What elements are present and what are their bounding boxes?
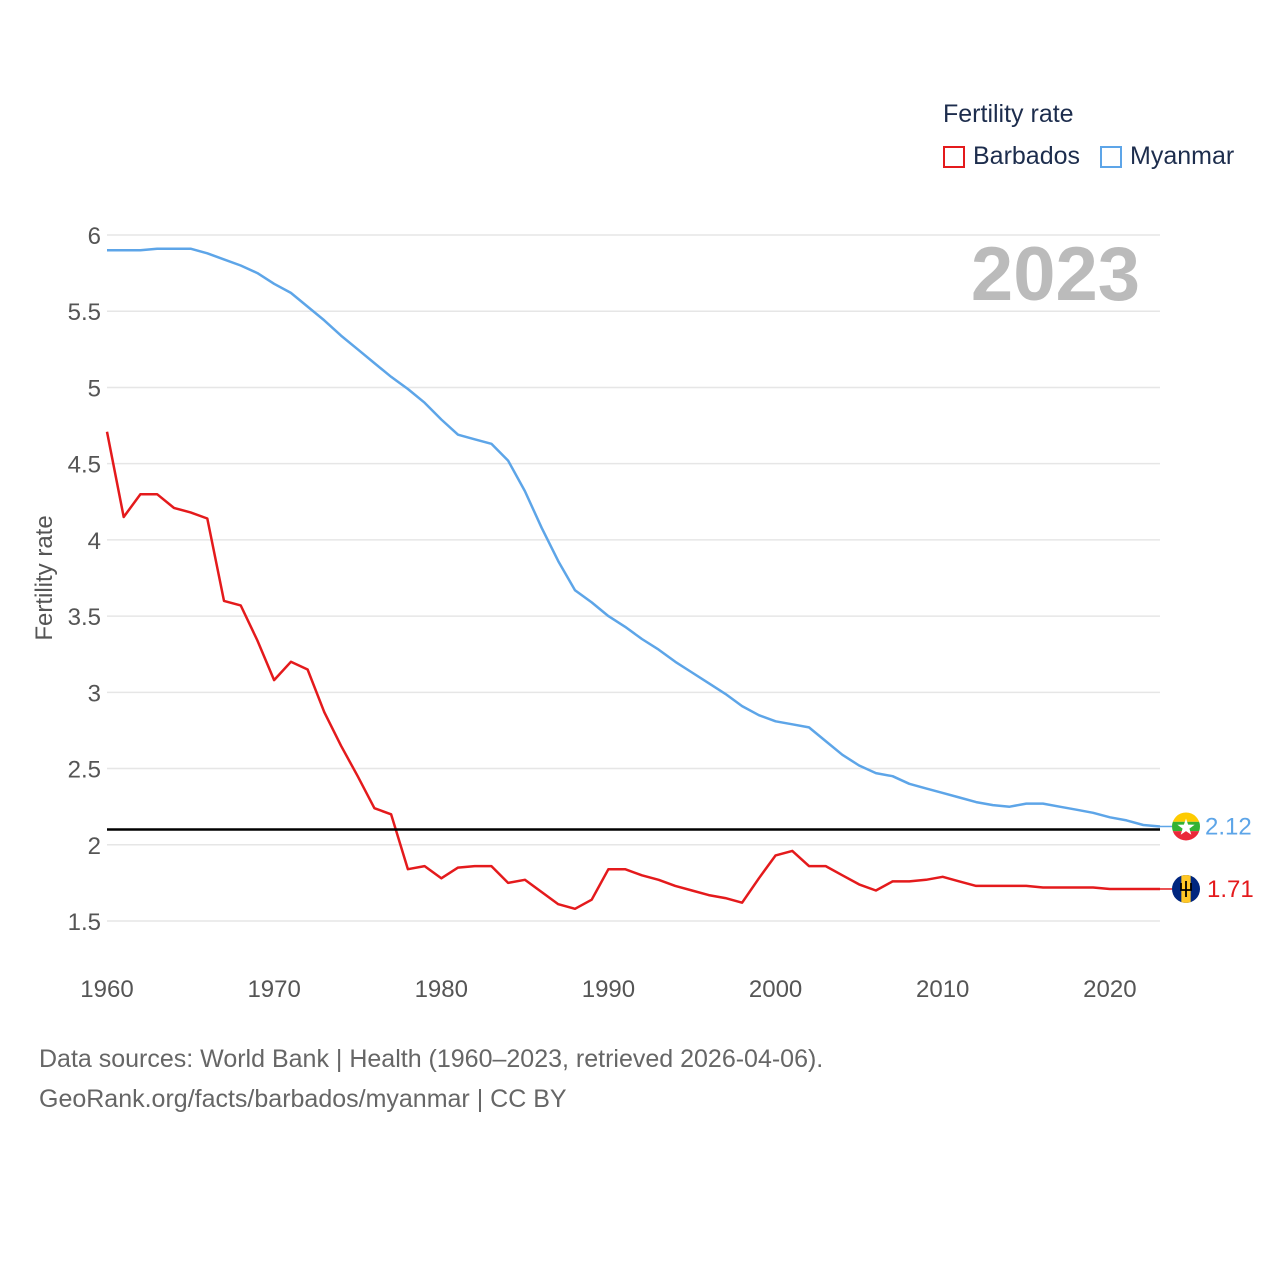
legend-item-barbados[interactable]: Barbados — [943, 142, 1080, 171]
y-tick-label: 3 — [88, 680, 101, 707]
x-tick-label: 1980 — [415, 976, 468, 1003]
y-tick-label: 5.5 — [68, 299, 101, 326]
series-lines — [105, 247, 1161, 911]
y-tick-label: 5 — [88, 375, 101, 402]
legend-label-myanmar: Myanmar — [1130, 142, 1235, 170]
x-tick-label: 2000 — [749, 976, 802, 1003]
x-tick-label: 2010 — [916, 976, 969, 1003]
y-tick-label: 2 — [88, 833, 101, 860]
legend-title: Fertility rate — [943, 100, 1074, 128]
x-tick-label: 1960 — [80, 976, 133, 1003]
y-axis-label: Fertility rate — [31, 515, 58, 640]
myanmar-flag-icon — [1172, 812, 1200, 841]
x-tick-label: 1970 — [247, 976, 300, 1003]
series-line-myanmar — [107, 247, 1161, 828]
legend-swatch-myanmar — [1100, 145, 1122, 168]
myanmar-end-value: 2.12 — [1205, 813, 1252, 840]
y-tick-label: 4 — [88, 528, 101, 555]
y-tick-label: 3.5 — [68, 604, 101, 631]
legend-item-myanmar[interactable]: Myanmar — [1100, 142, 1234, 171]
y-axis-ticks: 1.5 2 2.5 3 3.5 4 4.5 5 5.5 6 — [68, 223, 101, 936]
y-tick-label: 4.5 — [68, 452, 101, 479]
y-tick-label: 2.5 — [68, 757, 101, 784]
x-tick-label: 1990 — [582, 976, 635, 1003]
footer-sources: Data sources: World Bank | Health (1960–… — [39, 1045, 824, 1073]
y-tick-label: 6 — [88, 223, 101, 250]
legend-label-barbados: Barbados — [973, 142, 1081, 170]
legend-swatch-barbados — [943, 145, 965, 168]
x-tick-label: 2020 — [1083, 976, 1136, 1003]
x-axis-ticks: 1960 1970 1980 1990 2000 2010 2020 — [80, 976, 1136, 1003]
series-line-barbados — [105, 431, 1160, 911]
grid-lines — [107, 234, 1160, 922]
end-markers: 2.12 1.71 — [1160, 812, 1254, 903]
barbados-end-value: 1.71 — [1207, 876, 1254, 903]
y-tick-label: 1.5 — [68, 909, 101, 936]
year-watermark: 2023 — [971, 232, 1140, 317]
footer-attribution: GeoRank.org/facts/barbados/myanmar | CC … — [39, 1085, 567, 1113]
barbados-flag-icon — [1172, 874, 1200, 903]
